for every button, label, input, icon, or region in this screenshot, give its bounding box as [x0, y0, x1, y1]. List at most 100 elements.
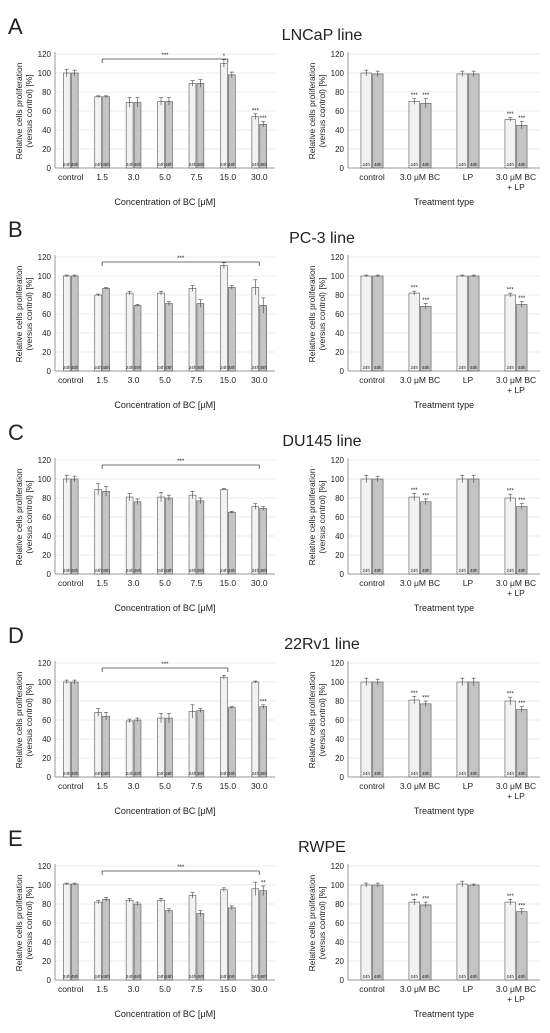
y-axis-label-units: (versus control) [%]: [317, 277, 327, 350]
time-label: 24h: [220, 568, 228, 573]
bar-48h: [468, 884, 480, 981]
time-label: 24h: [252, 568, 260, 573]
y-axis-label: Relative cells proliferation: [307, 874, 317, 971]
bar-48h: [516, 304, 528, 372]
significance-mark: ***: [252, 108, 260, 114]
time-label: 24h: [458, 568, 466, 573]
y-tick-label: 20: [335, 348, 344, 357]
bar-24h: [456, 883, 468, 981]
time-label: 48h: [134, 974, 142, 979]
x-tick-label: 15.0: [220, 781, 237, 791]
y-axis-label: Relative cells proliferation: [307, 62, 317, 159]
x-tick-label: 3.0 μM BC: [496, 172, 536, 182]
x-tick-label: 30.0: [251, 781, 268, 791]
bar-24h: [188, 494, 197, 575]
y-tick-label: 100: [331, 678, 345, 687]
time-label: 24h: [410, 568, 418, 573]
bar-24h: [360, 275, 372, 372]
x-tick-label: + LP: [507, 588, 525, 598]
bar-48h: [196, 83, 205, 169]
x-tick-label: control: [58, 172, 84, 182]
bar-48h: [133, 102, 142, 169]
panel-title: 22Rv1 line: [284, 636, 360, 653]
significance-mark: ***: [422, 897, 430, 903]
bar-24h: [220, 265, 228, 372]
time-label: 24h: [252, 162, 260, 167]
bar-48h: [468, 73, 480, 169]
y-axis-label-units: (versus control) [%]: [24, 480, 34, 553]
bar-24h: [188, 711, 197, 778]
bar-48h: [468, 478, 480, 575]
y-tick-label: 80: [335, 697, 344, 706]
bar-24h: [251, 888, 260, 981]
bar-48h: [165, 717, 173, 778]
time-label: 24h: [157, 365, 165, 370]
bar-24h: [94, 96, 102, 169]
time-label: 48h: [134, 568, 142, 573]
bar-24h: [125, 496, 134, 575]
y-axis-label-units: (versus control) [%]: [317, 886, 327, 959]
bar-24h: [408, 496, 420, 575]
time-label: 48h: [470, 365, 478, 370]
y-tick-label: 40: [42, 532, 51, 541]
bar-24h: [157, 292, 165, 372]
bar-24h: [408, 101, 420, 169]
time-label: 48h: [228, 162, 236, 167]
bar-24h: [220, 63, 228, 169]
time-label: 24h: [458, 365, 466, 370]
bar-48h: [372, 478, 384, 575]
y-tick-label: 120: [331, 659, 345, 668]
time-label: 48h: [228, 568, 236, 573]
bar-24h: [360, 72, 372, 169]
y-tick-label: 80: [42, 900, 51, 909]
time-label: 48h: [518, 365, 526, 370]
x-tick-label: 3.0 μM BC: [400, 375, 440, 385]
time-label: 48h: [228, 771, 236, 776]
y-tick-label: 80: [335, 494, 344, 503]
bar-48h: [228, 511, 236, 575]
panel-d: D 22Rv1 line 0 20 40 60 80 100 120 Relative cells…: [8, 623, 540, 816]
x-tick-label: LP: [463, 984, 474, 994]
bracket-label: ***: [177, 459, 185, 465]
bar-48h: [420, 103, 432, 169]
time-label: 48h: [165, 771, 173, 776]
bar-24h: [62, 72, 71, 169]
bar-48h: [228, 287, 236, 372]
bar-48h: [516, 709, 528, 778]
x-axis-label: Concentration of BC [μM]: [114, 806, 215, 816]
time-label: 24h: [410, 974, 418, 979]
x-axis-label: Concentration of BC [μM]: [114, 400, 215, 410]
x-tick-label: 3.0 μM BC: [496, 375, 536, 385]
bar-48h: [516, 911, 528, 981]
time-label: 24h: [252, 771, 260, 776]
x-tick-label: LP: [463, 578, 474, 588]
x-tick-label: 5.0: [159, 578, 171, 588]
x-tick-label: 30.0: [251, 172, 268, 182]
panel-letter: D: [8, 623, 24, 648]
y-tick-label: 60: [335, 919, 344, 928]
time-label: 48h: [228, 365, 236, 370]
x-tick-label: control: [359, 984, 385, 994]
x-tick-label: 15.0: [220, 172, 237, 182]
time-label: 24h: [506, 771, 514, 776]
y-tick-label: 0: [340, 164, 345, 173]
significance-mark: ***: [422, 696, 430, 702]
y-tick-label: 0: [340, 773, 345, 782]
bar-24h: [504, 901, 516, 981]
y-tick-label: 100: [331, 475, 345, 484]
time-label: 48h: [374, 771, 382, 776]
bar-48h: [372, 73, 384, 169]
significance-mark: ***: [411, 691, 419, 697]
y-tick-label: 60: [42, 919, 51, 928]
significance-mark: ***: [518, 903, 526, 909]
bar-24h: [125, 292, 134, 372]
y-axis-label-units: (versus control) [%]: [317, 74, 327, 147]
y-axis-label-units: (versus control) [%]: [24, 886, 34, 959]
time-label: 48h: [197, 568, 205, 573]
bar-24h: [94, 489, 102, 575]
y-axis-label: Relative cells proliferation: [14, 468, 24, 565]
bar-48h: [372, 681, 384, 778]
y-tick-label: 0: [47, 367, 52, 376]
y-tick-label: 80: [42, 291, 51, 300]
